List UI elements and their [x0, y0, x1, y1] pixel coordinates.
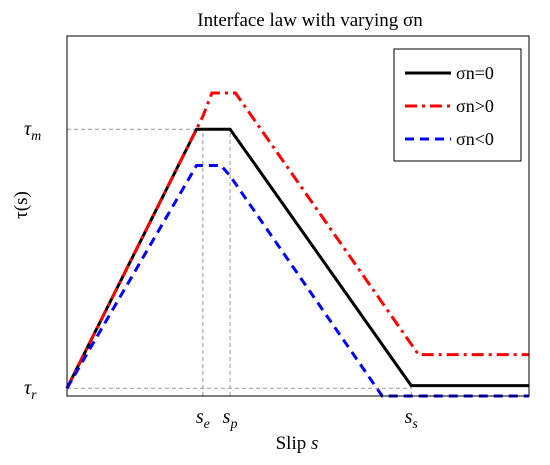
legend: σn=0 σn>0 σn<0 [393, 48, 522, 162]
y-axis-label: τ(s) [11, 191, 32, 219]
x-tick-label-p: sp [223, 406, 238, 432]
series-line-3 [65, 164, 529, 398]
x-axis-label-text: Slip [276, 433, 307, 454]
x-axis-label: Slip s [276, 433, 319, 454]
plot-frame [66, 35, 530, 397]
legend-label-2: σn>0 [456, 96, 494, 116]
legend-label-3: σn<0 [456, 129, 494, 149]
chart-title: Interface law with varying σn [197, 10, 423, 31]
series-line-2 [65, 91, 529, 389]
series-line-1 [65, 127, 529, 389]
y-tick-label-r: τr [24, 377, 37, 403]
legend-label-1: σn=0 [456, 63, 494, 83]
x-axis-label-variable: s [311, 433, 318, 454]
x-tick-label-s: ss [405, 406, 419, 432]
y-tick-label-m: τm [24, 118, 41, 144]
x-tick-label-e: se [196, 406, 210, 432]
